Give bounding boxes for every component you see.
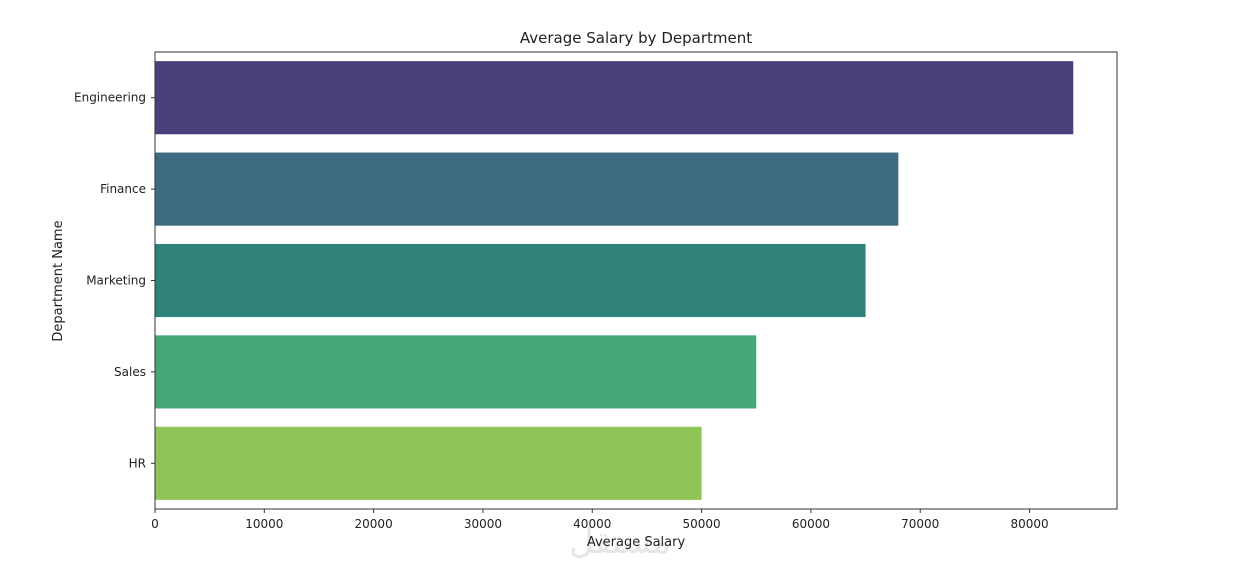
- x-tick-label: 0: [151, 517, 159, 531]
- y-tick-label: Sales: [114, 365, 146, 379]
- y-axis: Engineering Finance Marketing Sales HR: [74, 91, 155, 470]
- y-tick-label: Finance: [100, 182, 146, 196]
- y-tick-label: Marketing: [86, 274, 146, 288]
- x-tick-label: 40000: [573, 517, 611, 531]
- bar-finance: [155, 152, 899, 226]
- x-tick-label: 30000: [464, 517, 502, 531]
- bar-sales: [155, 335, 757, 409]
- chart-title: Average Salary by Department: [520, 29, 752, 47]
- watermark: مستقل: [569, 522, 671, 562]
- y-tick-label: Engineering: [74, 91, 146, 105]
- x-tick-label: 20000: [355, 517, 393, 531]
- x-tick-label: 70000: [901, 517, 939, 531]
- x-tick-label: 10000: [245, 517, 283, 531]
- bar-hr: [155, 426, 702, 500]
- x-tick-label: 60000: [792, 517, 830, 531]
- x-axis: 0 10000 20000 30000 40000 50000 60000 70000 8000…: [151, 509, 1049, 531]
- bars-group: [155, 61, 1074, 500]
- bar-engineering: [155, 61, 1074, 135]
- x-axis-label: Average Salary: [587, 535, 686, 550]
- y-tick-label: HR: [129, 456, 146, 470]
- x-tick-label: 80000: [1010, 517, 1048, 531]
- bar-marketing: [155, 243, 866, 318]
- x-tick-label: 50000: [682, 517, 720, 531]
- y-axis-label: Department Name: [51, 220, 66, 341]
